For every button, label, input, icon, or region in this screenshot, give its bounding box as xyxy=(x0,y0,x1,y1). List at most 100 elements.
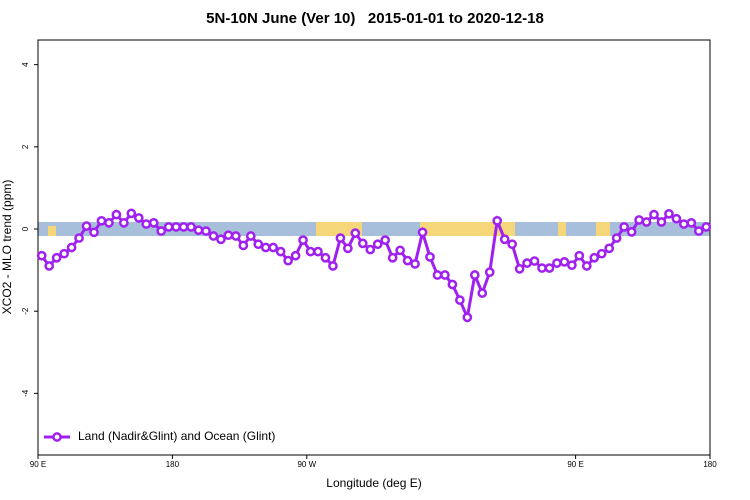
data-point xyxy=(656,217,667,227)
y-tick-label: -2 xyxy=(21,307,30,315)
data-point xyxy=(641,217,652,227)
land-patch xyxy=(558,222,566,236)
data-point xyxy=(335,233,346,243)
data-point xyxy=(260,242,271,253)
data-point xyxy=(238,240,249,251)
data-point xyxy=(626,227,637,237)
y-tick-label: -4 xyxy=(21,389,30,397)
data-point xyxy=(89,227,99,238)
data-point xyxy=(223,230,234,241)
data-point xyxy=(74,233,84,243)
legend-marker xyxy=(52,432,62,442)
data-point xyxy=(148,217,159,228)
data-point xyxy=(81,221,92,231)
data-point xyxy=(522,258,532,268)
data-point xyxy=(313,246,323,257)
y-tick-label: 2 xyxy=(21,144,30,149)
data-point xyxy=(380,235,391,245)
data-point xyxy=(44,261,55,271)
data-point xyxy=(417,227,428,238)
data-point xyxy=(395,245,405,256)
data-point xyxy=(372,239,383,250)
x-tick-label: 180 xyxy=(166,460,180,469)
data-point xyxy=(253,239,264,250)
data-point xyxy=(686,217,697,228)
data-point xyxy=(66,242,77,253)
data-point xyxy=(611,233,622,243)
data-point xyxy=(604,243,615,254)
y-axis-label: XCO2 - MLO trend (ppm) xyxy=(0,180,14,315)
data-point xyxy=(298,235,308,245)
data-point xyxy=(201,226,211,236)
data-point xyxy=(425,252,435,262)
y-tick-label: 4 xyxy=(21,62,30,67)
data-point xyxy=(544,263,555,273)
data-point xyxy=(634,215,644,225)
data-point xyxy=(275,246,286,257)
data-point xyxy=(111,209,122,220)
data-point xyxy=(514,264,525,274)
data-point xyxy=(499,234,510,245)
data-point xyxy=(320,252,331,263)
data-point xyxy=(163,222,174,232)
data-point xyxy=(186,222,196,232)
data-point xyxy=(537,263,547,273)
x-tick-label: 90 E xyxy=(30,460,46,469)
data-point xyxy=(208,231,219,241)
chart-title: 5N-10N June (Ver 10) 2015-01-01 to 2020-… xyxy=(206,10,544,27)
data-point xyxy=(59,248,69,259)
y-tick-label: 0 xyxy=(21,226,30,231)
x-tick-label: 90 W xyxy=(297,460,316,469)
data-point xyxy=(402,255,413,266)
data-point xyxy=(328,261,338,271)
data-point xyxy=(96,215,107,226)
data-point xyxy=(701,222,712,232)
data-point xyxy=(216,234,226,245)
data-point xyxy=(119,217,129,228)
data-point xyxy=(290,250,301,261)
data-point xyxy=(51,252,62,263)
data-point xyxy=(432,270,443,280)
data-point xyxy=(559,257,570,267)
data-point xyxy=(305,246,316,257)
data-point xyxy=(133,213,144,223)
plot-frame xyxy=(37,39,711,456)
data-point xyxy=(529,256,540,266)
legend-label: Land (Nadir&Glint) and Ocean (Glint) xyxy=(78,429,275,443)
data-point xyxy=(141,219,152,229)
data-point xyxy=(574,250,585,261)
data-point xyxy=(596,248,607,259)
data-point xyxy=(268,242,279,253)
x-tick-label: 180 xyxy=(703,460,717,469)
data-point xyxy=(365,244,376,255)
data-point xyxy=(410,259,420,269)
data-point xyxy=(664,208,674,219)
data-point xyxy=(350,228,361,238)
data-point xyxy=(447,279,458,290)
data-point xyxy=(126,208,137,219)
x-tick-label: 90 E xyxy=(567,460,583,469)
data-point xyxy=(440,270,450,280)
x-axis-label: Longitude (deg E) xyxy=(326,476,421,490)
data-point xyxy=(671,213,682,224)
data-point xyxy=(387,252,398,263)
data-point xyxy=(104,217,114,228)
data-point xyxy=(589,252,600,263)
data-point xyxy=(492,215,503,226)
data-point xyxy=(36,250,47,261)
data-point xyxy=(245,231,256,241)
data-point xyxy=(455,295,465,305)
data-point xyxy=(357,238,368,249)
data-point xyxy=(283,255,293,266)
data-point xyxy=(343,243,353,254)
data-point xyxy=(477,288,488,298)
data-point xyxy=(469,270,480,280)
land-patch xyxy=(420,222,515,236)
data-point xyxy=(156,226,167,236)
data-point xyxy=(171,222,181,232)
data-point xyxy=(178,222,189,232)
data-point xyxy=(552,258,562,268)
data-point xyxy=(462,312,473,323)
